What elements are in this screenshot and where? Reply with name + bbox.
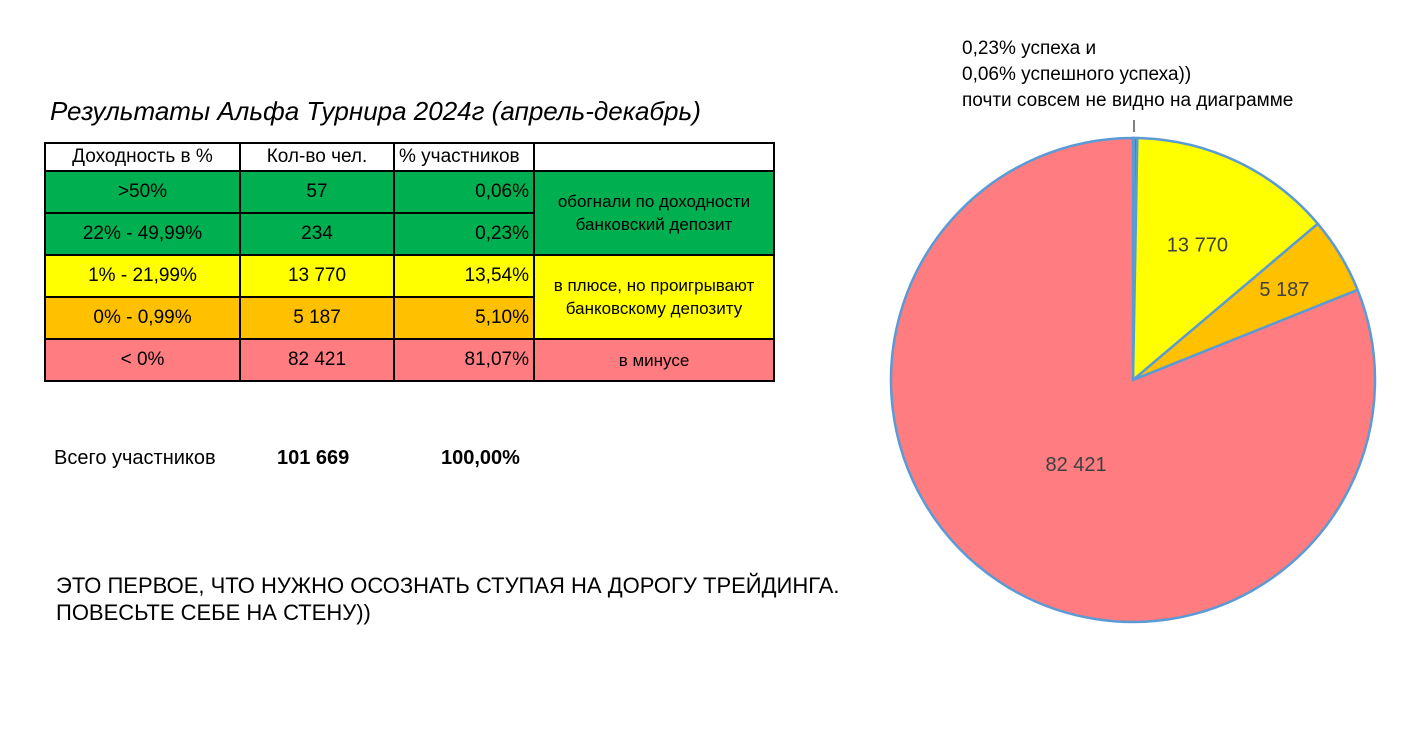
page-title: Результаты Альфа Турнира 2024г (апрель-д… [50, 96, 701, 126]
table-header-row: Доходность в % Кол-во чел. % участников [44, 142, 775, 172]
cell-percent: 0,06% [393, 170, 535, 214]
cell-count: 234 [239, 212, 395, 256]
pie-data-label: 5 187 [1259, 279, 1309, 301]
table-row: >50% 57 0,06% обогнали по доходности бан… [44, 170, 775, 256]
pie-labels: 13 770 5 187 82 421 [1045, 234, 1309, 476]
header-count: Кол-во чел. [239, 142, 395, 172]
cell-count: 5 187 [239, 296, 395, 340]
pie-data-label: 82 421 [1045, 454, 1106, 476]
cell-percent: 0,23% [393, 212, 535, 256]
results-table: Доходность в % Кол-во чел. % участников … [44, 142, 775, 382]
note-red: в минусе [533, 338, 775, 382]
cell-range: < 0% [44, 338, 241, 382]
pie-slice [1131, 136, 1320, 383]
total-count: 101 669 [277, 447, 350, 469]
pie-chart: 13 770 5 187 82 421 [889, 120, 1377, 624]
pie-data-label: 13 770 [1167, 234, 1228, 256]
cell-percent: 81,07% [393, 338, 535, 382]
table-row: < 0% 82 421 81,07% в минусе [44, 338, 775, 382]
cell-range: >50% [44, 170, 241, 214]
cell-count: 82 421 [239, 338, 395, 382]
header-percent: % участников [393, 142, 535, 172]
cell-count: 13 770 [239, 254, 395, 298]
chart-annotation: 0,23% успеха и 0,06% успешного успеха)) … [962, 38, 1294, 111]
table-row: 1% - 21,99% 13 770 13,54% в плюсе, но пр… [44, 254, 775, 340]
cell-count: 57 [239, 170, 395, 214]
header-yield: Доходность в % [44, 142, 241, 172]
note-green: обогнали по доходности банковский депози… [533, 170, 775, 256]
header-note [533, 142, 775, 172]
cell-range: 1% - 21,99% [44, 254, 241, 298]
note-yellow: в плюсе, но проигрывают банковскому депо… [533, 254, 775, 340]
total-label: Всего участников [54, 447, 216, 469]
cell-percent: 13,54% [393, 254, 535, 298]
cell-percent: 5,10% [393, 296, 535, 340]
cell-range: 22% - 49,99% [44, 212, 241, 256]
total-percent: 100,00% [441, 447, 520, 469]
cell-range: 0% - 0,99% [44, 296, 241, 340]
motivational-note: ЭТО ПЕРВОЕ, ЧТО НУЖНО ОСОЗНАТЬ СТУПАЯ НА… [56, 573, 840, 625]
pie-slice [889, 136, 1377, 624]
pie-slices [889, 136, 1377, 624]
